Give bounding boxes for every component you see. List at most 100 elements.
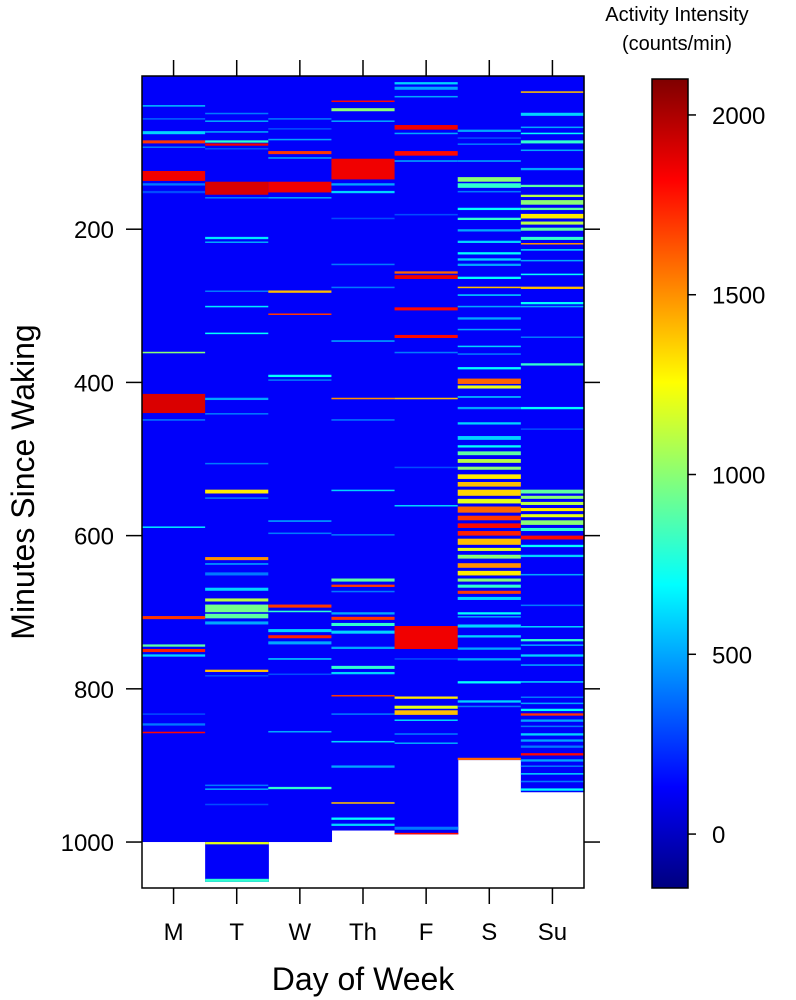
heatmap-cell	[142, 526, 206, 528]
heatmap-cell	[520, 406, 585, 410]
heatmap-cell	[205, 462, 269, 465]
heatmap-cell	[394, 696, 459, 699]
colorbar-tick-label: 0	[712, 822, 725, 849]
heatmap-cell	[142, 170, 206, 181]
heatmap-cell	[205, 489, 269, 494]
heatmap-cell	[457, 547, 522, 551]
heatmap-cell	[520, 644, 585, 646]
heatmap-cell	[142, 644, 206, 647]
day-column-Th	[331, 76, 396, 831]
heatmap-cell	[142, 190, 206, 194]
heatmap-cell	[457, 217, 522, 221]
heatmap-cell	[331, 817, 396, 820]
heatmap-cell	[394, 95, 459, 98]
heatmap-cell	[205, 803, 269, 806]
heatmap-cell	[142, 731, 206, 734]
heatmap-cell	[331, 740, 396, 743]
heatmap-cell	[457, 451, 522, 456]
heatmap-cell	[142, 140, 206, 144]
heatmap-cell	[520, 725, 585, 728]
heatmap-cell	[520, 132, 585, 135]
heatmap-cell	[457, 353, 522, 355]
heatmap-cell	[394, 504, 459, 507]
heatmap-cell	[331, 616, 396, 620]
heatmap-cell	[331, 578, 396, 582]
heatmap-cell	[457, 252, 522, 255]
heatmap-cell	[394, 832, 459, 835]
heatmap-cell	[457, 177, 522, 182]
heatmap-cell	[205, 598, 269, 602]
heatmap-cell	[394, 351, 459, 354]
heatmap-cell	[205, 112, 269, 115]
heatmap-cell	[457, 596, 522, 600]
heatmap-cell	[457, 367, 522, 370]
heatmap-cell	[331, 590, 396, 593]
heatmap-cell	[520, 242, 585, 245]
heatmap-cell	[205, 621, 269, 625]
heatmap-cell	[331, 665, 396, 669]
heatmap-cell	[457, 570, 522, 576]
heatmap-cell	[268, 635, 333, 639]
heatmap-cell	[520, 336, 585, 338]
heatmap-cell	[457, 482, 522, 487]
heatmap-cell	[331, 158, 396, 180]
heatmap-cell	[142, 131, 206, 135]
heatmap-cell	[394, 710, 459, 715]
heatmap-cell	[394, 307, 459, 311]
heatmap-cell	[520, 554, 585, 558]
heatmap-cell	[268, 374, 333, 378]
heatmap-cell	[520, 428, 585, 430]
heatmap-cell	[457, 229, 522, 232]
heatmap-cell	[457, 183, 522, 188]
column-background	[205, 76, 269, 882]
heatmap-cell	[457, 489, 522, 496]
heatmap-cell	[331, 120, 396, 122]
column-background	[457, 76, 522, 761]
heatmap-cell	[205, 197, 269, 199]
heatmap-cell	[457, 328, 522, 331]
heatmap-cell	[394, 626, 459, 649]
heatmap-cell	[394, 719, 459, 722]
day-column-M	[142, 76, 206, 843]
heatmap-cell	[457, 263, 522, 266]
heatmap-cell	[205, 290, 269, 293]
heatmap-cell	[331, 489, 396, 492]
day-column-T	[205, 76, 269, 882]
heatmap-cell	[205, 572, 269, 576]
heatmap-cell	[520, 514, 585, 518]
colorbar: 0 500 1000 1500 2000	[651, 78, 765, 889]
heatmap-cell	[520, 200, 585, 205]
heatmap-cell	[457, 190, 522, 193]
heatmap-cell	[520, 273, 585, 276]
y-axis: 200 400 600 800 1000	[61, 217, 600, 857]
heatmap-cell	[520, 739, 585, 742]
heatmap-cell	[331, 584, 396, 587]
heatmap-cell	[205, 788, 269, 790]
heatmap-cell	[205, 878, 269, 882]
heatmap-cell	[394, 82, 459, 85]
heatmap-cell	[457, 160, 522, 162]
x-axis-label: Day of Week	[272, 961, 456, 997]
heatmap-cell	[457, 554, 522, 559]
heatmap-cell	[268, 197, 333, 199]
heatmap-cell	[520, 773, 585, 775]
heatmap-cell	[205, 842, 269, 845]
x-tick-label: Su	[538, 919, 567, 946]
day-column-S	[457, 76, 522, 761]
heatmap-cell	[394, 733, 459, 735]
heatmap-cell	[394, 826, 459, 830]
heatmap-cell	[520, 604, 585, 607]
day-column-F	[394, 76, 459, 835]
x-tick-label: M	[164, 919, 184, 946]
heatmap-cell	[205, 557, 269, 561]
heatmap-cell	[331, 108, 396, 112]
heatmap-cell	[457, 129, 522, 132]
column-background	[331, 76, 396, 831]
heatmap-cell	[142, 713, 206, 715]
heatmap-cell	[394, 151, 459, 156]
heatmap-cell	[142, 616, 206, 620]
heatmap-cell	[520, 227, 585, 231]
heatmap-cell	[394, 132, 459, 135]
heatmap-cell	[457, 563, 522, 568]
